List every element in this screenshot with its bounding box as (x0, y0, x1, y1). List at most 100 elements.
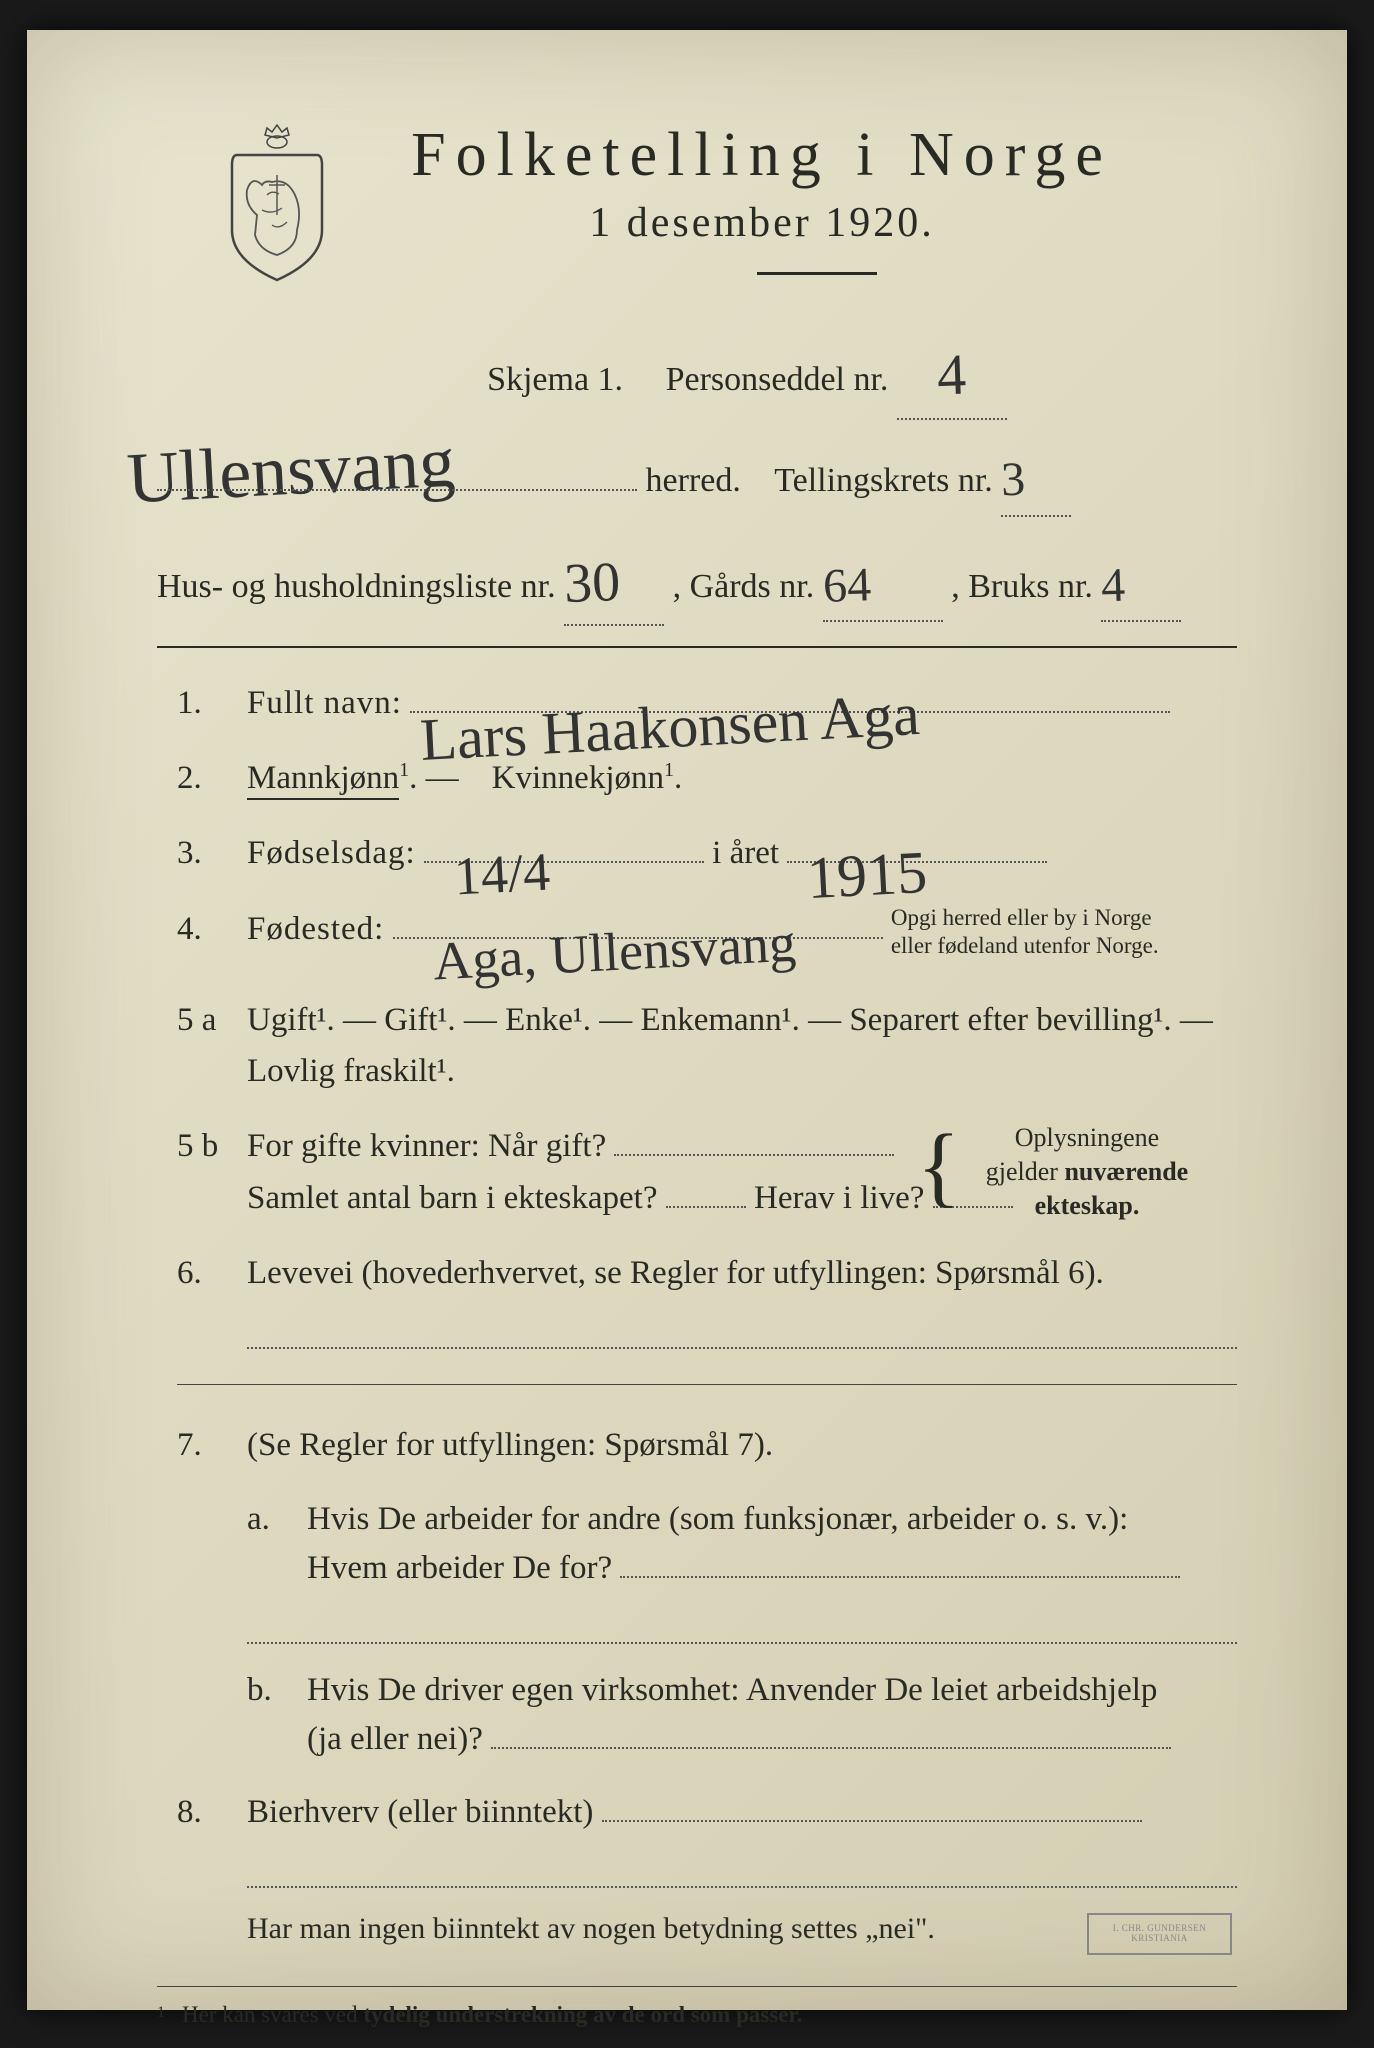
q3-label: Fødselsdag: (247, 835, 416, 871)
schema-label: Skjema 1. (487, 361, 623, 398)
q5a-line2: Lovlig fraskilt¹. (247, 1053, 455, 1089)
herred-label: herred. (646, 462, 741, 499)
q5b-side2: gjelder nuværende (986, 1157, 1188, 1186)
q7b-text: Hvis De driver egen virksomhet: Anvender… (307, 1672, 1157, 1708)
q3-year-field: 1915 (787, 861, 1047, 863)
q3-year-label: i året (712, 835, 779, 871)
bruks-label: , Bruks nr. (951, 568, 1093, 605)
coat-of-arms-icon (217, 120, 337, 285)
hushold-label: Hus- og husholdningsliste nr. (157, 568, 556, 605)
krets-nr-value: 3 (1000, 441, 1027, 519)
q2-num: 2. (177, 753, 202, 804)
q5b-barn-field (666, 1206, 746, 1208)
q1-field: Lars Haakonsen Aga (410, 711, 1170, 713)
q2-female: Kvinnekjønn (492, 760, 664, 796)
hushold-nr-field: 30 (564, 535, 664, 627)
q5b-row: 5 b For gifte kvinner: Når gift? Samlet … (177, 1121, 1237, 1223)
q5a-num: 5 a (177, 995, 216, 1046)
q5b-l2a: Samlet antal barn i ekteskapet? (247, 1180, 658, 1216)
gards-nr-value: 64 (822, 547, 873, 625)
q7-row: 7. (Se Regler for utfyllingen: Spørsmål … (177, 1420, 1237, 1471)
q5b-side3: ekteskap. (1035, 1191, 1140, 1220)
person-label: Personseddel nr. (666, 361, 889, 398)
q7a-row: a. Hvis De arbeider for andre (som funks… (177, 1495, 1237, 1644)
q6-num: 6. (177, 1248, 202, 1299)
q5b-l2b: Herav i live? (754, 1180, 924, 1216)
q7-num: 7. (177, 1420, 202, 1471)
krets-label: Tellingskrets nr. (774, 462, 993, 499)
herred-name-field (157, 489, 637, 491)
herred-row: Ullensvang herred. Tellingskrets nr. 3 (157, 438, 1237, 517)
q7b-row: b. Hvis De driver egen virksomhet: Anven… (177, 1666, 1237, 1765)
form-title: Folketelling i Norge (287, 120, 1237, 191)
q7b-q: (ja eller nei)? (307, 1721, 483, 1757)
q6-text: Levevei (hovederhvervet, se Regler for u… (247, 1255, 1104, 1291)
q4-label: Fødested: (247, 911, 384, 947)
schema-row: Skjema 1. Personseddel nr. 4 (257, 325, 1237, 420)
q4-note2: eller fødeland utenfor Norge. (891, 933, 1159, 958)
q4-row: 4. Fødested: Aga, Ullensvang Opgi herred… (177, 904, 1237, 962)
q5b-side1: Oplysningene (1015, 1123, 1159, 1152)
footnote-num: 1 (157, 2004, 165, 2022)
q5b-side-note: { Oplysningene gjelder nuværende ekteska… (947, 1121, 1227, 1222)
q2-dash: . — (409, 760, 459, 796)
q7a-text: Hvis De arbeider for andre (som funksjon… (307, 1501, 1128, 1537)
q2-male: Mannkjønn (247, 760, 399, 800)
printer-stamp: I. CHR. GUNDERSEN KRISTIANIA (1087, 1913, 1232, 1955)
q8-label: Bierhverv (eller biinntekt) (247, 1794, 593, 1830)
gards-label: , Gårds nr. (673, 568, 815, 605)
q2-sup2: 1 (664, 759, 674, 781)
q2-row: 2. Mannkjønn1. — Kvinnekjønn1. (177, 753, 1237, 804)
q7a-field (620, 1576, 1180, 1578)
hushold-row: Hus- og husholdningsliste nr. 30 , Gårds… (157, 535, 1237, 627)
main-divider (157, 646, 1237, 648)
q7a-q: Hvem arbeider De for? (307, 1550, 612, 1586)
q3-num: 3. (177, 828, 202, 879)
census-form-page: Folketelling i Norge 1 desember 1920. Sk… (27, 30, 1347, 2010)
footnote-text: Her kan svares ved tydelig understreknin… (182, 2002, 802, 2027)
form-header: Folketelling i Norge 1 desember 1920. (157, 120, 1237, 275)
q8-field2 (247, 1848, 1237, 1888)
q4-field: Aga, Ullensvang (393, 937, 883, 939)
q5a-options: Ugift¹. — Gift¹. — Enke¹. — Enkemann¹. —… (247, 1002, 1213, 1038)
q6-row: 6. Levevei (hovederhvervet, se Regler fo… (177, 1248, 1237, 1349)
q8-field (602, 1820, 1142, 1822)
bruks-nr-value: 4 (1100, 547, 1127, 625)
q8-row: 8. Bierhverv (eller biinntekt) (177, 1787, 1237, 1888)
q3-day-field: 14/4 (424, 861, 704, 863)
person-nr-field: 4 (897, 325, 1007, 420)
bruks-nr-field: 4 (1101, 544, 1181, 623)
q4-value: Aga, Ullensvang (431, 901, 798, 1004)
q2-sup1: 1 (399, 759, 409, 781)
q4-num: 4. (177, 904, 202, 955)
q5b-l1: For gifte kvinner: Når gift? (247, 1128, 606, 1164)
q1-row: 1. Fullt navn: Lars Haakonsen Aga (177, 678, 1237, 729)
herred-name-value: Ullensvang (124, 404, 458, 536)
q3-row: 3. Fødselsdag: 14/4 i året 1915 (177, 828, 1237, 879)
q8-num: 8. (177, 1787, 202, 1838)
brace-icon: { (917, 1126, 960, 1207)
q7a-letter: a. (247, 1495, 270, 1545)
mid-divider (177, 1384, 1237, 1385)
q7b-letter: b. (247, 1666, 272, 1716)
title-rule (757, 272, 877, 275)
footnote: 1 Her kan svares ved tydelig understrekn… (157, 2002, 1237, 2028)
q6-field1 (247, 1309, 1237, 1349)
q5b-gift-field (614, 1154, 894, 1156)
hushold-nr-value: 30 (563, 538, 622, 629)
form-date: 1 desember 1920. (287, 199, 1237, 247)
gards-nr-field: 64 (823, 544, 943, 623)
person-nr-value: 4 (936, 329, 968, 423)
q5a-row: 5 a Ugift¹. — Gift¹. — Enke¹. — Enkemann… (177, 995, 1237, 1097)
q4-note1: Opgi herred eller by i Norge (891, 905, 1152, 930)
shield-svg (217, 120, 337, 285)
q7-intro: (Se Regler for utfyllingen: Spørsmål 7). (247, 1427, 773, 1463)
footnote-divider (157, 1986, 1237, 1987)
q1-label: Fullt navn: (247, 685, 402, 721)
krets-nr-field: 3 (1001, 438, 1071, 517)
question-list: 1. Fullt navn: Lars Haakonsen Aga 2. Man… (177, 678, 1237, 1946)
q5b-num: 5 b (177, 1121, 218, 1172)
q7b-field (491, 1747, 1171, 1749)
q1-num: 1. (177, 678, 202, 729)
q7a-field2 (247, 1604, 1237, 1644)
